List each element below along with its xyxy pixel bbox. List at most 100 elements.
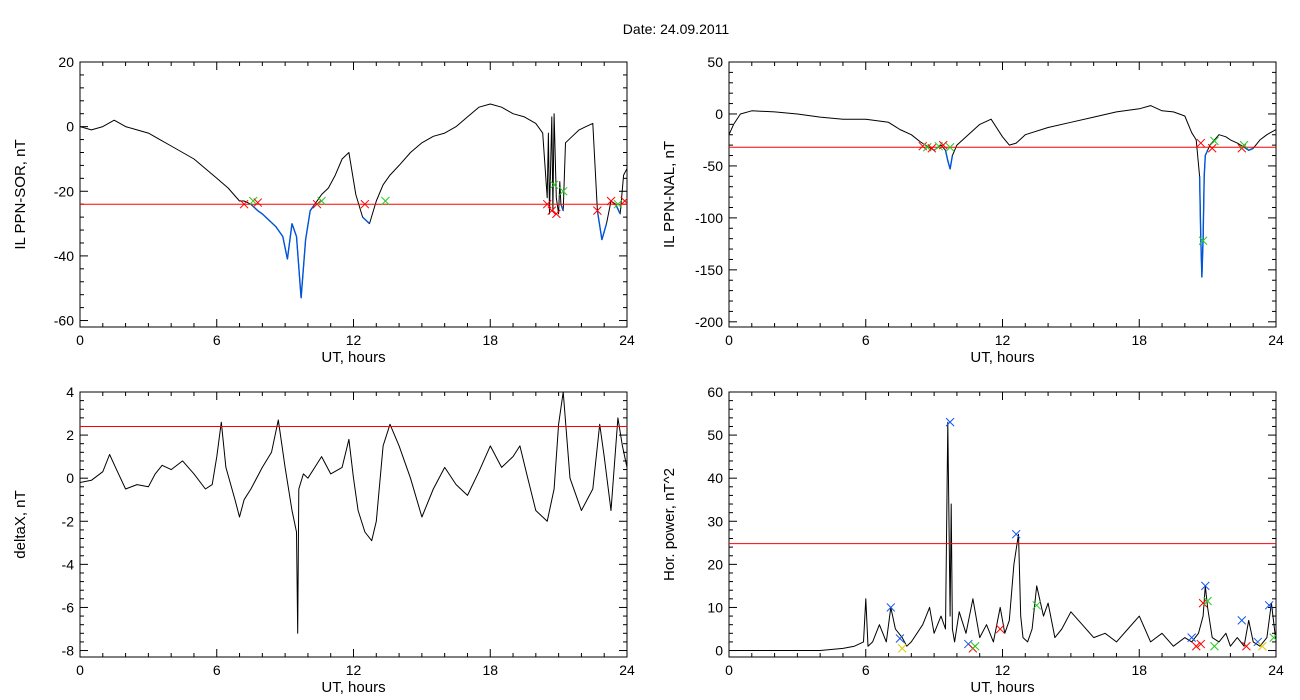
x-tick-label: 24	[1268, 332, 1284, 348]
panel-ppn-sor: 0 6 12 18 24 -60 -40 -20 0 20 UT, hours IL PPN-SOR,…	[12, 54, 635, 366]
cross-marker-stroke	[1196, 639, 1206, 649]
cross-marker	[1269, 633, 1276, 642]
panel-ppn-nal: 0 6 12 18 24 -200 -150 -100 -50 0 50 UT, hours IL PP…	[661, 54, 1284, 366]
cross-marker	[248, 196, 258, 206]
cross-marker-stroke	[620, 197, 627, 206]
cross-marker-stroke	[1198, 236, 1208, 246]
cross-marker	[938, 140, 948, 150]
x-tick-label: 0	[76, 332, 84, 348]
cross-marker	[995, 624, 1005, 634]
x-tick-label: 24	[619, 662, 635, 678]
cross-marker-stroke	[542, 199, 552, 209]
cross-marker	[927, 143, 937, 153]
cross-marker-stroke	[248, 196, 258, 206]
cross-marker-stroke	[1203, 596, 1212, 606]
cross-marker-stroke	[1011, 529, 1021, 539]
cross-marker-stroke	[606, 196, 616, 206]
cross-marker-stroke	[593, 206, 602, 216]
cross-marker-stroke	[381, 196, 390, 206]
x-tick-label: 12	[346, 332, 362, 348]
cross-marker	[1257, 641, 1267, 651]
y-tick-label: 20	[707, 556, 723, 572]
x-tick-label: 24	[619, 332, 635, 348]
cross-marker	[897, 644, 907, 653]
y-tick-label: -50	[703, 158, 723, 174]
cross-marker-stroke	[1210, 136, 1219, 146]
cross-marker	[970, 641, 980, 651]
y-tick-label: 40	[707, 470, 723, 486]
y-tick-label: -6	[62, 599, 75, 615]
cross-marker-stroke	[897, 644, 907, 653]
cross-marker	[1200, 581, 1210, 591]
y-tick-label: 50	[707, 54, 723, 70]
y-tick-label: 0	[66, 119, 74, 135]
x-tick-label: 0	[725, 662, 733, 678]
cross-marker	[1011, 529, 1021, 539]
x-tick-label: 0	[725, 332, 733, 348]
x-tick-label: 18	[1131, 332, 1147, 348]
cross-marker	[381, 196, 390, 206]
y-tick-label: -150	[695, 262, 723, 278]
cross-marker	[593, 206, 602, 216]
cross-marker-stroke	[995, 624, 1005, 634]
y-tick-label: -4	[62, 556, 75, 572]
y-tick-label: -2	[62, 513, 75, 529]
cross-marker-stroke	[1264, 600, 1274, 610]
plot-data	[80, 392, 627, 634]
plot-frame	[79, 61, 628, 328]
cross-marker-stroke	[613, 199, 623, 209]
cross-marker	[1187, 633, 1197, 642]
cross-marker-stroke	[1187, 633, 1197, 642]
cross-marker	[945, 142, 955, 152]
cross-marker	[1032, 600, 1042, 610]
cross-marker	[239, 199, 249, 209]
cross-marker	[1196, 639, 1206, 649]
cross-marker-stroke	[1237, 616, 1247, 625]
cross-marker-stroke	[547, 206, 557, 216]
cross-marker-stroke	[886, 603, 896, 612]
figure-title: Date: 24.09.2011	[623, 21, 730, 37]
cross-marker-stroke	[1207, 143, 1217, 153]
panel-hor-power: 0 6 12 18 24 0 10 20 30 40 50 60 UT, hours Hor. power…	[661, 384, 1284, 696]
y-tick-label: 0	[715, 106, 723, 122]
y-axis-label: Hor. power, nT^2	[661, 468, 678, 581]
x-tick-label: 18	[482, 332, 498, 348]
cross-marker	[551, 209, 561, 219]
y-tick-label: 2	[66, 427, 74, 443]
cross-marker-stroke	[312, 199, 322, 209]
y-tick-label: -40	[54, 248, 74, 264]
x-tick-label: 12	[995, 662, 1011, 678]
cross-marker-stroke	[1200, 581, 1210, 591]
cross-marker-stroke	[1253, 637, 1263, 647]
x-axis-label: UT, hours	[321, 679, 385, 696]
y-tick-label: -8	[62, 643, 75, 659]
cross-marker	[542, 199, 552, 209]
cross-marker	[1203, 596, 1212, 606]
cross-marker-stroke	[253, 198, 263, 207]
below-threshold-segment	[250, 203, 316, 298]
cross-marker-stroke	[239, 199, 249, 209]
x-tick-label: 18	[1131, 662, 1147, 678]
cross-marker-stroke	[360, 199, 370, 209]
below-threshold-segment	[944, 150, 954, 170]
cross-marker	[620, 196, 627, 206]
cross-marker	[886, 603, 896, 612]
cross-marker-stroke	[558, 186, 568, 196]
y-tick-label: -100	[695, 210, 723, 226]
x-tick-label: 6	[213, 662, 221, 678]
x-axis-label: UT, hours	[970, 349, 1034, 366]
cross-marker	[253, 198, 263, 207]
cross-marker	[549, 180, 559, 190]
y-tick-label: 50	[707, 427, 723, 443]
below-threshold-segment	[1198, 150, 1209, 278]
series-line	[80, 392, 627, 634]
cross-marker	[1210, 136, 1219, 146]
series-line	[729, 421, 1276, 651]
x-tick-label: 6	[862, 662, 870, 678]
below-threshold-segment	[1243, 146, 1254, 152]
cross-marker-stroke	[1032, 600, 1042, 610]
y-tick-label: -60	[54, 313, 74, 329]
cross-marker-stroke	[963, 639, 973, 649]
x-tick-label: 24	[1268, 662, 1284, 678]
